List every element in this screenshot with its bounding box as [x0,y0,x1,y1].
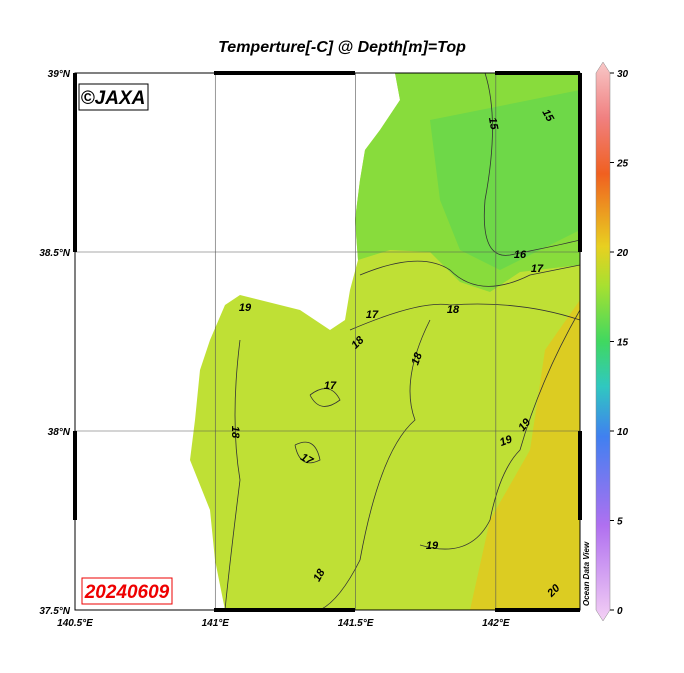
contour-label: 19 [239,302,252,314]
contour-label: 17 [324,380,337,392]
map [190,73,580,610]
colorbar-label: 20 [616,248,629,259]
contour-label: 18 [229,426,241,439]
date-box [81,577,173,605]
contour-label: 16 [514,249,527,261]
lat-label: 38°N [48,427,71,438]
contour-label: 17 [531,263,544,275]
lat-label: 38.5°N [39,248,70,259]
lon-label: 140.5°E [57,618,93,629]
contour-label: 19 [498,433,514,449]
colorbar-label: 10 [617,427,629,438]
colorbar-label: 30 [617,69,629,80]
contour-label: 15 [486,116,500,131]
lat-label: 37.5°N [39,606,70,617]
title: Temperture[-C] @ Depth[m]=Top [218,39,466,56]
watermark: ©JAXA [81,88,146,109]
lat-label: 39°N [48,69,71,80]
contour-label: 18 [447,304,460,316]
contours [224,73,580,610]
colorbar-label: 0 [617,606,623,617]
credit: Ocean Data View [582,541,591,606]
contour-label: 17 [366,309,379,321]
warm-water [470,300,580,610]
colorbar-label: 25 [616,159,629,170]
colorbar-label: 5 [617,517,623,528]
colorbar [595,61,611,622]
lon-label: 142°E [482,618,510,629]
frame-ticks [73,71,582,612]
lon-label: 141°E [202,618,230,629]
lon-label: 141.5°E [338,618,374,629]
date: 20240609 [84,582,170,603]
contour-label: 18 [409,350,425,366]
contour-label: 19 [426,540,439,552]
cooler-water [430,90,580,270]
watermark-box [78,83,149,111]
colorbar-label: 15 [617,338,629,349]
